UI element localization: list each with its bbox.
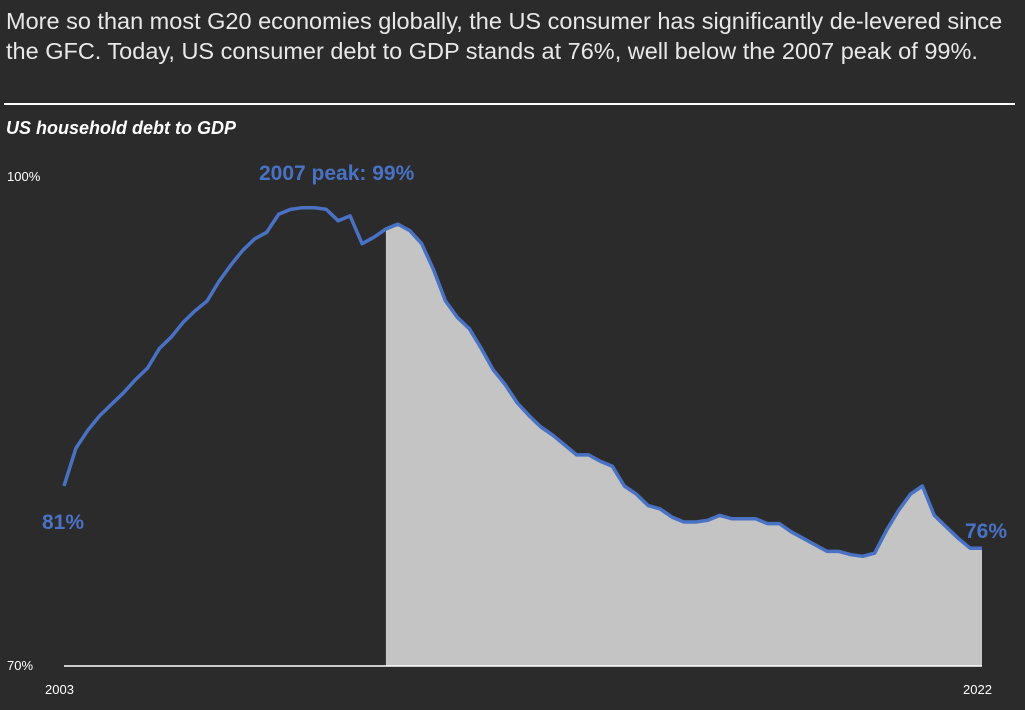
series-line — [62, 205, 982, 559]
annotation-peak: 2007 peak: 99% — [259, 162, 415, 185]
annotation-start: 81% — [42, 511, 84, 534]
x-tick-label-end: 2022 — [963, 682, 992, 697]
annotation-end: 76% — [965, 520, 1007, 543]
x-tick-label-start: 2003 — [45, 682, 74, 697]
divider-rule — [4, 103, 1015, 105]
y-tick-label-bottom: 70% — [7, 658, 33, 673]
y-tick-label-top: 100% — [7, 169, 41, 184]
chart-title: US household debt to GDP — [6, 118, 236, 138]
shaded-area — [385, 224, 982, 666]
headline: More so than most G20 economies globally… — [6, 8, 1003, 64]
